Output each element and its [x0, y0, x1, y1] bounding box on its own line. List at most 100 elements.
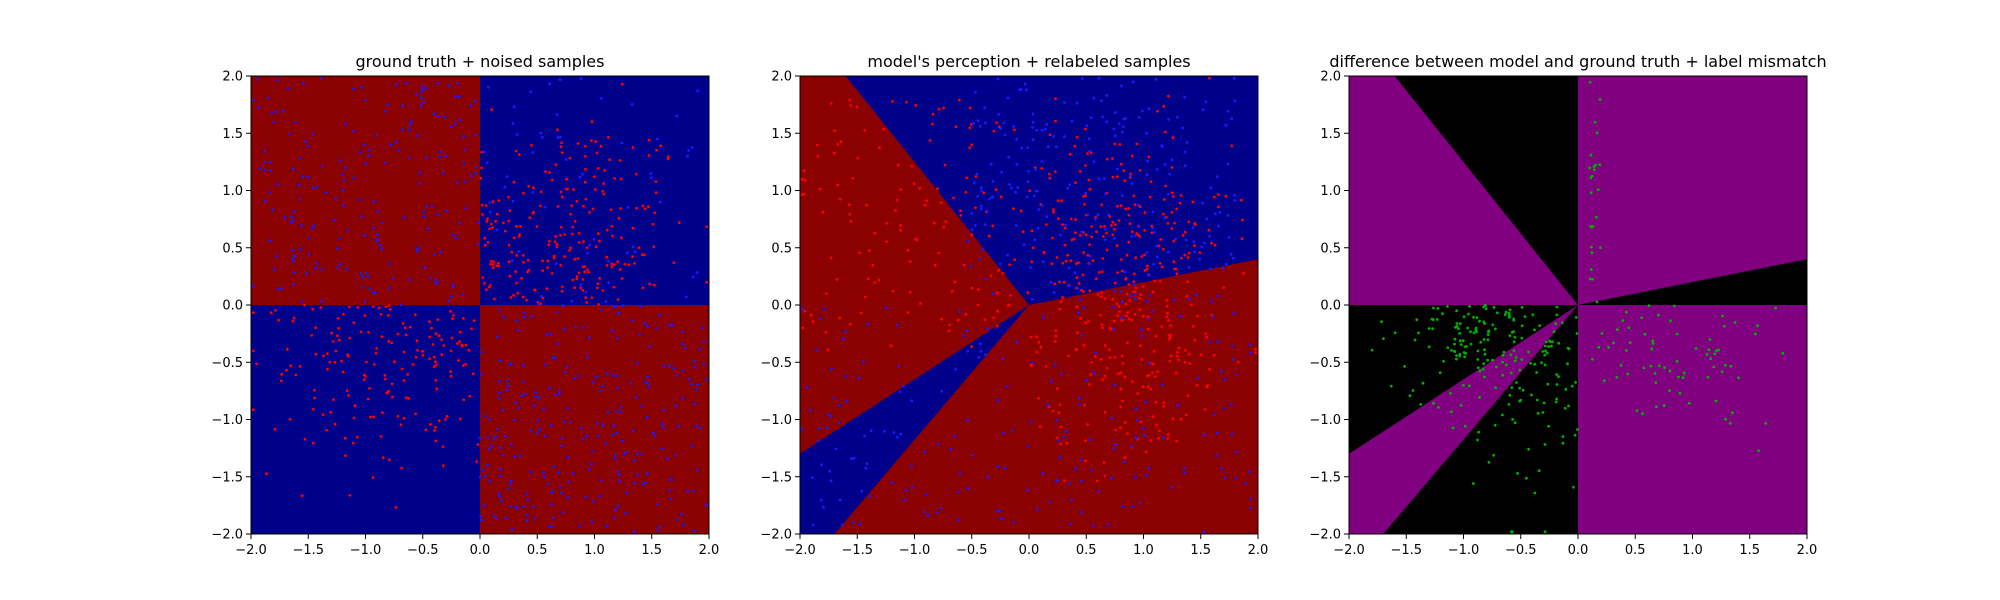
data-point — [512, 180, 516, 184]
data-point — [1102, 461, 1106, 464]
data-point — [1546, 382, 1550, 386]
data-point — [1173, 221, 1176, 225]
data-point — [1079, 510, 1083, 514]
data-point — [320, 165, 324, 168]
data-point — [1096, 213, 1100, 217]
data-point — [1575, 332, 1579, 335]
data-point — [272, 120, 276, 124]
data-point — [1199, 353, 1203, 357]
data-point — [1595, 300, 1599, 304]
data-point — [1105, 120, 1109, 124]
data-point — [1714, 399, 1718, 403]
data-point — [601, 384, 604, 388]
y-tick-label: −1.5 — [760, 470, 792, 485]
data-point — [1201, 201, 1204, 205]
y-tick-label: 0.0 — [771, 299, 792, 314]
y-tick-label: −2.0 — [760, 528, 792, 543]
y-tick-label: 0.5 — [222, 241, 243, 256]
data-point — [1141, 385, 1145, 389]
data-point — [1089, 373, 1093, 376]
data-point — [1084, 164, 1087, 167]
data-point — [882, 127, 886, 131]
data-point — [1122, 169, 1126, 173]
data-point — [442, 344, 446, 347]
data-point — [637, 246, 641, 250]
data-point — [507, 195, 510, 199]
data-point — [547, 243, 551, 247]
data-point — [1121, 362, 1125, 365]
data-point — [1014, 190, 1017, 194]
data-point — [591, 449, 594, 453]
data-point — [394, 83, 398, 86]
data-point — [464, 343, 468, 347]
data-point — [1486, 358, 1489, 362]
data-point — [1438, 371, 1442, 375]
data-point — [647, 154, 651, 157]
data-point — [1542, 401, 1546, 405]
data-point — [572, 188, 575, 192]
data-point — [1168, 172, 1172, 176]
data-point — [1167, 319, 1170, 322]
data-point — [1074, 218, 1077, 222]
data-point — [933, 221, 936, 225]
y-tick-label: −2.0 — [211, 528, 243, 543]
data-point — [1561, 321, 1564, 325]
data-point — [628, 382, 632, 385]
data-point — [1165, 315, 1169, 319]
data-point — [1713, 352, 1717, 356]
data-point — [1053, 363, 1057, 367]
data-point — [1543, 443, 1547, 446]
data-point — [1176, 354, 1179, 358]
data-point — [1635, 409, 1639, 412]
data-point — [515, 225, 518, 228]
data-point — [1158, 261, 1162, 265]
data-point — [1171, 486, 1174, 489]
data-point — [686, 155, 690, 158]
data-point — [1187, 352, 1191, 356]
data-point — [408, 128, 412, 132]
data-point — [1226, 162, 1230, 166]
data-point — [620, 82, 624, 86]
y-tick-label: 1.5 — [771, 127, 792, 142]
data-point — [1112, 446, 1116, 450]
data-point — [358, 198, 362, 202]
data-point — [1174, 267, 1178, 271]
data-point — [1242, 271, 1245, 275]
data-point — [582, 325, 586, 329]
data-point — [1119, 204, 1123, 208]
data-point — [1502, 350, 1506, 354]
data-point — [494, 435, 498, 438]
data-point — [1053, 282, 1057, 286]
data-point — [560, 437, 564, 440]
x-tick-label: −1.5 — [1390, 543, 1422, 558]
data-point — [391, 395, 394, 399]
data-point — [983, 223, 987, 227]
data-point — [498, 446, 501, 450]
data-point — [866, 322, 870, 326]
data-point — [937, 442, 940, 446]
data-point — [634, 395, 638, 399]
data-point — [1111, 220, 1115, 224]
data-point — [1550, 344, 1553, 348]
data-point — [578, 524, 582, 528]
data-point — [878, 146, 881, 149]
data-point — [1205, 385, 1209, 389]
data-point — [607, 259, 610, 263]
data-point — [1508, 393, 1512, 397]
data-point — [1486, 333, 1490, 336]
data-point — [964, 312, 968, 316]
data-point — [647, 385, 651, 389]
data-point — [488, 210, 492, 214]
data-point — [1059, 425, 1063, 429]
data-point — [1555, 383, 1559, 386]
data-point — [1051, 409, 1055, 413]
data-point — [361, 286, 365, 289]
data-point — [869, 429, 873, 433]
x-tick-label: −1.5 — [841, 543, 873, 558]
data-point — [550, 178, 554, 182]
data-point — [1476, 349, 1480, 353]
data-point — [954, 125, 958, 129]
data-point — [1035, 335, 1038, 339]
data-point — [486, 85, 490, 89]
data-point — [1157, 244, 1161, 248]
